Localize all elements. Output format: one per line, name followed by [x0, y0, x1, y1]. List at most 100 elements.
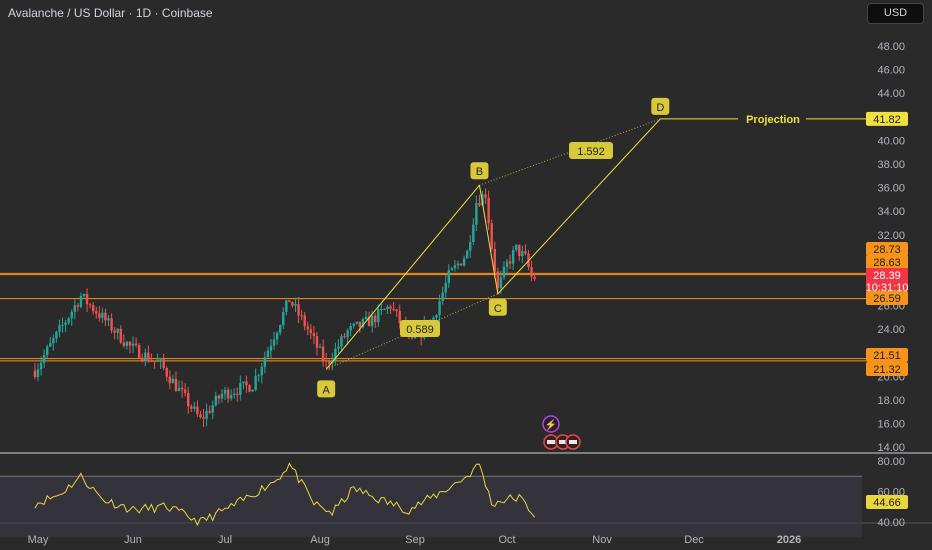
time-axis[interactable]: May Jun Jul Aug Sep Oct Nov Dec 2026 — [28, 534, 802, 546]
candle-body — [208, 410, 211, 413]
flag-stripe — [569, 440, 577, 444]
candle-body — [147, 352, 150, 361]
chart-title: Avalanche / US Dollar · 1D · Coinbase — [8, 6, 213, 20]
ratio-label-bc-bg — [400, 320, 440, 337]
time-tick-label: Jul — [218, 534, 232, 546]
candle-body — [162, 359, 165, 369]
price-tick-label: 24.00 — [877, 324, 905, 336]
ratio-label-bc: 0.589 — [406, 324, 434, 336]
candle-body — [450, 268, 454, 271]
point-a-label: A — [322, 384, 330, 396]
candle-body — [389, 306, 392, 309]
candle-body — [383, 309, 386, 311]
candle-body — [177, 387, 181, 391]
candle-body — [128, 341, 132, 346]
candle-body — [462, 258, 466, 266]
candle-body — [370, 315, 374, 327]
candle-body — [257, 375, 260, 377]
candle-body — [478, 203, 481, 206]
point-c-label-bg — [488, 298, 507, 316]
candle-body — [355, 321, 359, 324]
time-tick-label: Aug — [310, 534, 330, 546]
candle-body — [324, 360, 328, 362]
candle-body — [119, 328, 122, 343]
currency-button[interactable]: USD — [867, 3, 924, 24]
candle-body — [183, 389, 187, 393]
projection-price-tag: 41.82 — [873, 114, 901, 126]
candle-body — [70, 311, 73, 319]
candle-body — [263, 357, 267, 367]
candle-body — [502, 266, 506, 278]
lightning-glyph: ⚡ — [545, 418, 557, 431]
candle-body — [475, 203, 478, 225]
candlesticks — [33, 188, 536, 428]
level-tag: 21.32 — [873, 364, 901, 376]
candle-body — [328, 361, 331, 364]
event-markers[interactable]: ⚡ — [542, 415, 581, 450]
candle-body — [518, 244, 521, 257]
candle-body — [131, 343, 135, 346]
leg-ab — [325, 184, 480, 370]
ratio-label-ab-cd: 1.592 — [577, 146, 605, 158]
point-d-label-bg — [651, 97, 670, 115]
candle-body — [508, 261, 512, 264]
price-tick-label: 32.00 — [877, 230, 905, 242]
candle-body — [337, 346, 340, 349]
candle-body — [236, 393, 239, 395]
candle-body — [300, 315, 303, 317]
price-tick-label: 48.00 — [877, 41, 905, 53]
harmonic-drawing[interactable]: Projection A B C D 1.592 0.589 — [317, 97, 866, 398]
price-tick-label: 14.00 — [877, 442, 905, 454]
candle-body — [484, 194, 487, 198]
candle-body — [220, 393, 224, 399]
candle-body — [266, 350, 270, 358]
point-c-label: C — [494, 303, 502, 315]
rsi-value-tag-bg — [866, 495, 908, 509]
candle-body — [303, 315, 306, 327]
time-tick-label: May — [28, 534, 49, 546]
time-tick-label: Dec — [684, 534, 704, 546]
level-tag-bg — [866, 291, 908, 305]
candle-body — [153, 360, 156, 362]
current-price-tag-bg — [866, 268, 908, 292]
point-d-label: D — [656, 102, 664, 114]
price-tick-label: 46.00 — [877, 65, 905, 77]
candle-body — [481, 194, 484, 206]
price-axis[interactable]: 14.0016.0018.0020.0022.0024.0026.0028.00… — [866, 41, 909, 529]
candle-body — [306, 326, 309, 330]
candle-body — [294, 304, 297, 306]
candle-body — [171, 378, 175, 384]
candle-body — [168, 376, 172, 384]
candle-body — [364, 316, 368, 320]
candle-body — [318, 346, 322, 348]
candle-body — [245, 381, 248, 386]
candle-body — [496, 271, 500, 288]
price-tick-label: 18.00 — [877, 395, 905, 407]
candle-body — [42, 355, 46, 363]
candle-body — [511, 249, 515, 264]
candle-body — [248, 385, 251, 392]
candle-body — [346, 330, 349, 338]
candle-body — [251, 389, 254, 392]
candle-body — [196, 406, 199, 415]
candle-body — [33, 370, 37, 377]
projection-price-tag-bg — [866, 111, 908, 126]
candle-body — [334, 348, 337, 361]
candle-body — [76, 305, 80, 307]
candle-body — [469, 242, 472, 251]
level-tag-bg — [866, 362, 908, 376]
candle-body — [150, 360, 153, 362]
lightning-event-icon — [542, 415, 560, 433]
leg-cd — [497, 118, 661, 295]
candle-body — [174, 378, 178, 391]
candle-body — [459, 263, 463, 266]
candle-body — [91, 305, 95, 312]
candle-body — [533, 276, 536, 279]
level-tag: 28.63 — [873, 257, 901, 269]
candle-body — [367, 316, 371, 327]
candle-body — [456, 263, 460, 266]
time-tick-label: Nov — [592, 534, 612, 546]
level-tag: 21.51 — [873, 350, 901, 362]
level-tag: 28.73 — [873, 244, 901, 256]
